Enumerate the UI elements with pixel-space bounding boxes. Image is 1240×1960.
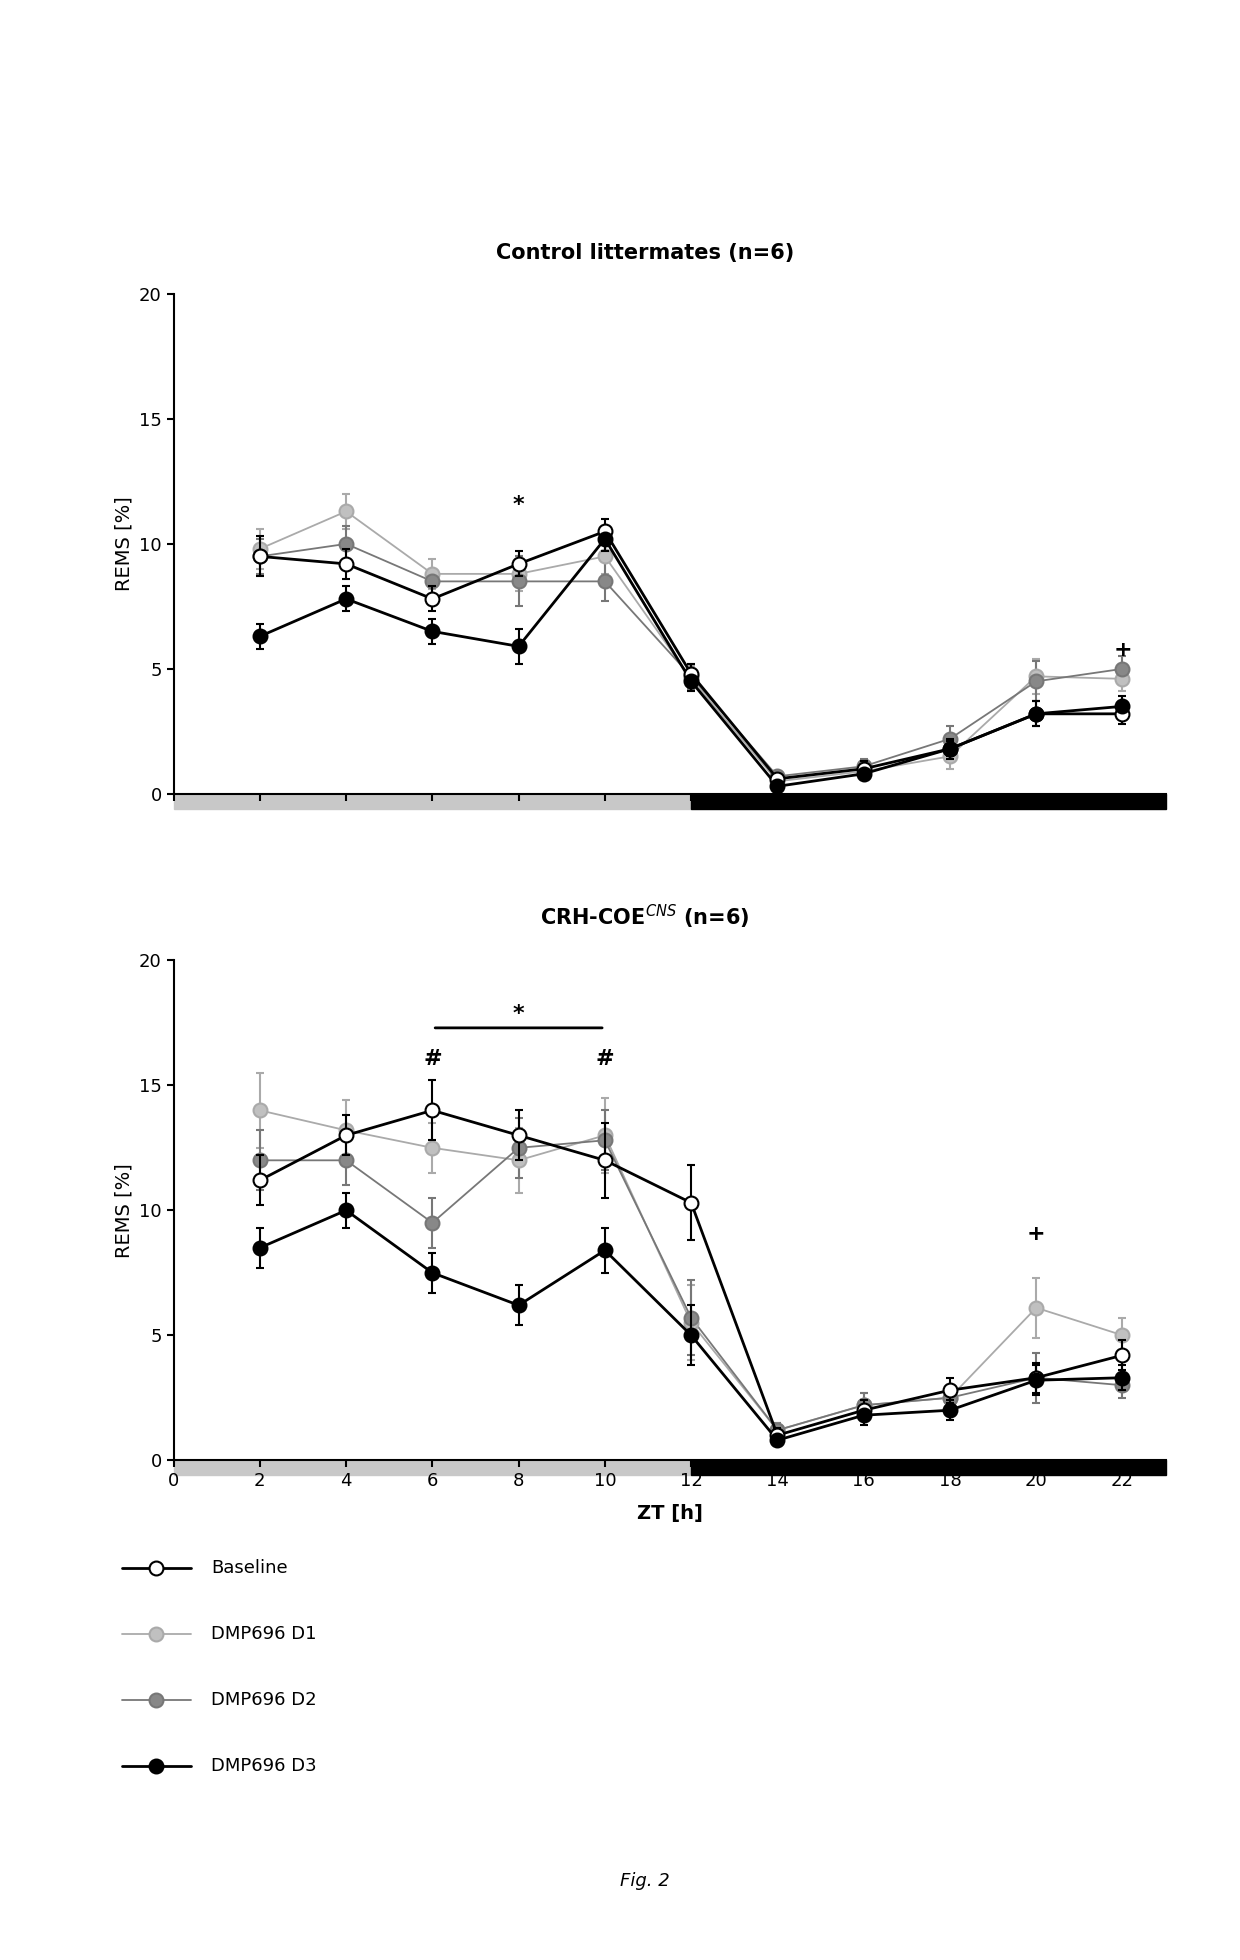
Text: +: + bbox=[1114, 641, 1132, 661]
Bar bbox=[691, 1460, 1166, 1476]
Text: #: # bbox=[595, 1049, 614, 1070]
Bar bbox=[691, 794, 1166, 809]
Text: *: * bbox=[513, 496, 525, 515]
Text: DMP696 D1: DMP696 D1 bbox=[211, 1625, 316, 1642]
Y-axis label: REMS [%]: REMS [%] bbox=[114, 496, 134, 592]
Text: *: * bbox=[513, 1004, 525, 1025]
Text: Fig. 2: Fig. 2 bbox=[620, 1872, 670, 1889]
Text: +: + bbox=[1027, 1225, 1045, 1245]
Text: Baseline: Baseline bbox=[211, 1560, 288, 1578]
X-axis label: ZT [h]: ZT [h] bbox=[636, 1503, 703, 1523]
Text: Control littermates (n=6): Control littermates (n=6) bbox=[496, 243, 794, 263]
Text: #: # bbox=[423, 1049, 441, 1070]
Text: CRH-COE$^{CNS}$ (n=6): CRH-COE$^{CNS}$ (n=6) bbox=[541, 904, 749, 931]
Y-axis label: REMS [%]: REMS [%] bbox=[114, 1162, 134, 1258]
Text: DMP696 D3: DMP696 D3 bbox=[211, 1756, 316, 1776]
Text: DMP696 D2: DMP696 D2 bbox=[211, 1691, 316, 1709]
Bar bbox=[174, 794, 691, 809]
Bar bbox=[174, 1460, 691, 1476]
